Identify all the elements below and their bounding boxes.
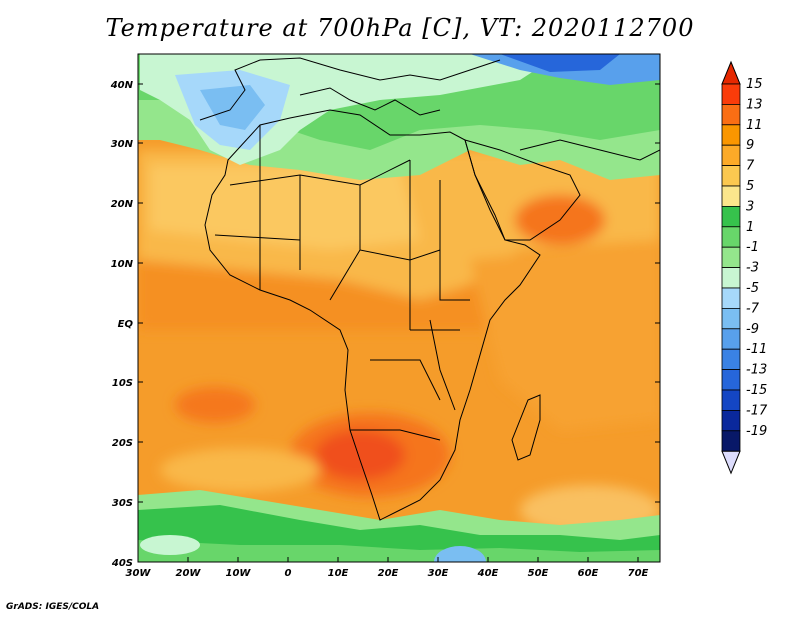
colorbar-swatch xyxy=(721,226,741,248)
colorbar: 15 13 11 9 7 5 3 1 -1 -3 -5 -7 -9 -11 -13 -15 -17 -19 xyxy=(721,60,768,475)
colorbar-label: -9 xyxy=(746,322,759,337)
colorbar-swatch xyxy=(721,205,741,228)
lat-tick-label: 20N xyxy=(111,199,134,210)
lon-tick-label: 70E xyxy=(628,568,649,579)
colorbar-swatch xyxy=(721,430,741,452)
colorbar-label: -17 xyxy=(746,403,768,418)
colorbar-label: 11 xyxy=(746,118,763,133)
lat-tick-label: 20S xyxy=(112,438,133,449)
lon-tick-label: 10E xyxy=(328,568,349,579)
map-title: Temperature at 700hPa [C], VT: 202011270… xyxy=(105,14,695,42)
colorbar-label: 13 xyxy=(746,97,763,112)
colorbar-swatch xyxy=(721,348,741,371)
colorbar-swatch xyxy=(721,104,741,126)
colorbar-label: 3 xyxy=(746,199,754,214)
colorbar-swatch xyxy=(721,389,741,411)
colorbar-swatch xyxy=(721,267,741,289)
colorbar-label: 9 xyxy=(746,138,754,153)
lat-tick-label: 40S xyxy=(111,558,133,569)
lat-tick-label: 40N xyxy=(110,80,134,91)
colorbar-label: -11 xyxy=(746,342,767,357)
credit-text: GrADS: IGES/COLA xyxy=(6,602,100,612)
colorbar-label: -13 xyxy=(746,363,767,378)
colorbar-label: 15 xyxy=(746,77,763,92)
colorbar-label: 5 xyxy=(746,179,754,194)
lon-tick-label: 30W xyxy=(126,568,152,579)
lon-tick-label: 10W xyxy=(226,568,252,579)
colorbar-label: 1 xyxy=(746,220,754,235)
lat-tick-label: 10S xyxy=(112,378,133,389)
coastline-outline xyxy=(199,57,660,521)
colorbar-swatch xyxy=(721,369,741,391)
colorbar-label: 7 xyxy=(746,159,755,174)
colorbar-max-arrow xyxy=(721,60,741,85)
lat-tick-label: 30N xyxy=(111,139,134,150)
lat-tick-label: EQ xyxy=(118,319,134,330)
lon-tick-label: 30E xyxy=(428,568,449,579)
colorbar-label: -5 xyxy=(746,281,759,296)
colorbar-swatch xyxy=(721,246,741,268)
lat-tick-label: 30S xyxy=(112,498,133,509)
colorbar-swatch xyxy=(721,409,741,432)
lon-tick-label: 40E xyxy=(477,568,499,579)
colorbar-swatch xyxy=(721,144,741,166)
colorbar-min-arrow xyxy=(721,450,741,475)
map-frame xyxy=(137,53,661,563)
colorbar-label: -7 xyxy=(746,301,760,316)
longitude-axis: 30W 20W 10W 0 10E 20E 30E 40E 50E 60E 70… xyxy=(126,568,649,579)
colorbar-swatch xyxy=(721,185,741,207)
colorbar-swatch xyxy=(721,328,741,350)
lat-tick-label: 10N xyxy=(111,259,134,270)
temperature-field xyxy=(138,54,660,562)
colorbar-swatch xyxy=(721,307,741,330)
colorbar-label: -19 xyxy=(746,424,767,439)
colorbar-label: -1 xyxy=(746,240,759,255)
colorbar-swatch xyxy=(721,83,741,105)
lon-tick-label: 20E xyxy=(378,568,399,579)
lon-tick-label: 60E xyxy=(578,568,599,579)
colorbar-swatch xyxy=(721,124,741,146)
colorbar-swatch xyxy=(721,287,741,309)
colorbar-label: -15 xyxy=(746,383,767,398)
lon-tick-label: 0 xyxy=(285,568,292,579)
colorbar-swatch xyxy=(721,165,741,187)
colorbar-label: -3 xyxy=(746,261,759,276)
lon-tick-label: 50E xyxy=(528,568,549,579)
lon-tick-label: 20W xyxy=(176,568,202,579)
latitude-axis: 40N 30N 20N 10N EQ 10S 20S 30S 40S xyxy=(110,80,134,569)
